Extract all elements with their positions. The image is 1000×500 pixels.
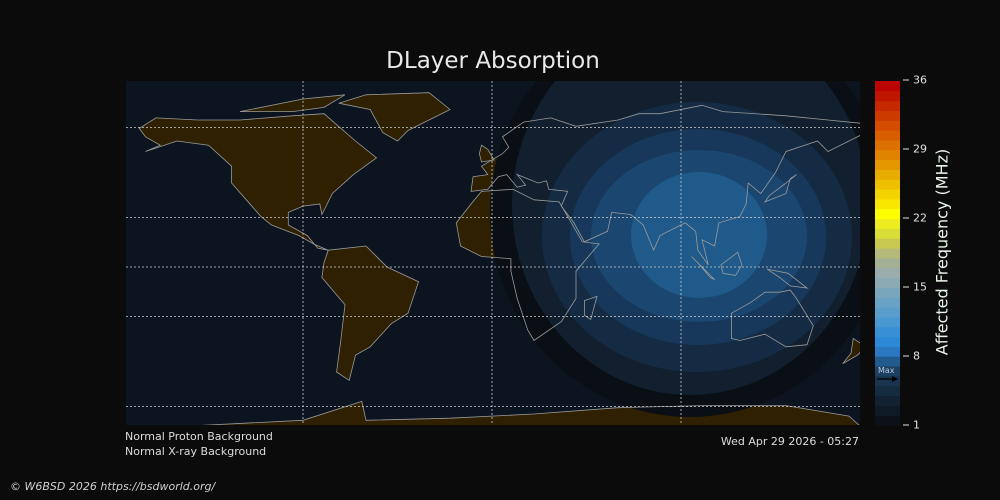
colorbar-tick: 8	[913, 349, 920, 363]
coastline-africa	[455, 188, 600, 342]
colorbar-band	[875, 336, 900, 347]
proton-status: Normal Proton Background	[125, 430, 273, 443]
coastline-eurasia	[470, 104, 860, 266]
colorbar-band	[875, 415, 900, 426]
colorbar-band	[875, 267, 900, 279]
colorbar-band	[875, 297, 900, 308]
colorbar-tick: 22	[913, 211, 927, 225]
colorbar	[875, 79, 909, 426]
land-britain	[479, 145, 495, 162]
colorbar-band	[875, 198, 900, 210]
coastline-madagascar	[584, 295, 598, 321]
colorbar-band	[875, 326, 900, 338]
colorbar-band	[875, 218, 900, 229]
colorbar-band	[875, 238, 900, 249]
colorbar-band	[875, 208, 900, 220]
colorbar-band	[875, 90, 900, 102]
colorbar-band	[875, 316, 900, 328]
colorbar-band	[875, 307, 900, 318]
coastline-borneo	[720, 251, 743, 276]
copyright-footer: © W6BSD 2026 https://bsdworld.org/	[10, 480, 216, 493]
colorbar-band	[875, 346, 900, 357]
colorbar-band	[875, 179, 900, 190]
coastline-sumatra	[691, 256, 715, 280]
colorbar-band	[875, 159, 900, 170]
coastline-greenland	[338, 92, 451, 142]
coastline-south-america	[321, 245, 419, 382]
absorption-zones	[490, 81, 860, 417]
coastline-new-guinea	[766, 268, 809, 289]
coastline-canadian-islands	[239, 94, 346, 112]
colorbar-band	[875, 366, 900, 377]
chart-title: DLayer Absorption	[386, 48, 600, 74]
colorbar-band	[875, 228, 900, 239]
colorbar-band	[875, 277, 900, 288]
colorbar-band	[875, 130, 900, 141]
max-arrow-icon	[877, 376, 898, 382]
land-canadian-islands	[240, 94, 345, 112]
timestamp: Wed Apr 29 2026 - 05:27	[720, 435, 859, 448]
colorbar-tick: 29	[913, 142, 927, 156]
xray-status: Normal X-ray Background	[125, 445, 267, 458]
colorbar-band	[875, 110, 900, 121]
colorbar-tick: 36	[913, 73, 927, 87]
max-marker-label: Max	[878, 366, 895, 375]
colorbar-band	[875, 248, 900, 259]
coastline-japan	[763, 174, 797, 203]
coastlines	[138, 92, 860, 425]
land-new-zealand	[842, 338, 860, 364]
colorbar-band	[875, 149, 900, 161]
colorbar-band	[875, 405, 900, 416]
colorbar-band	[875, 385, 900, 397]
coastline-new-zealand	[842, 337, 860, 364]
colorbar-band	[875, 375, 900, 387]
colorbar-band	[875, 120, 900, 131]
colorbar-tick: 1	[913, 418, 920, 432]
coastline-australia	[731, 289, 814, 348]
coastline-north-america	[138, 113, 378, 251]
absorption-level-5	[631, 172, 767, 298]
land-greenland	[338, 92, 450, 141]
colorbar-tick: 15	[913, 280, 927, 294]
colorbar-band	[875, 139, 900, 151]
colorbar-band	[875, 356, 900, 367]
coastline-antarctica	[200, 400, 860, 425]
coastline-britain	[478, 144, 495, 163]
colorbar-band	[875, 189, 900, 200]
colorbar-band	[875, 81, 900, 92]
colorbar-band	[875, 169, 900, 180]
graticule	[126, 81, 860, 425]
colorbar-band	[875, 395, 900, 406]
colorbar-label: Affected Frequency (MHz)	[932, 148, 952, 356]
colorbar-band	[875, 257, 900, 269]
land-north-america	[139, 113, 377, 251]
colorbar-band	[875, 287, 900, 298]
land-south-america	[321, 246, 419, 381]
colorbar-band	[875, 100, 900, 111]
